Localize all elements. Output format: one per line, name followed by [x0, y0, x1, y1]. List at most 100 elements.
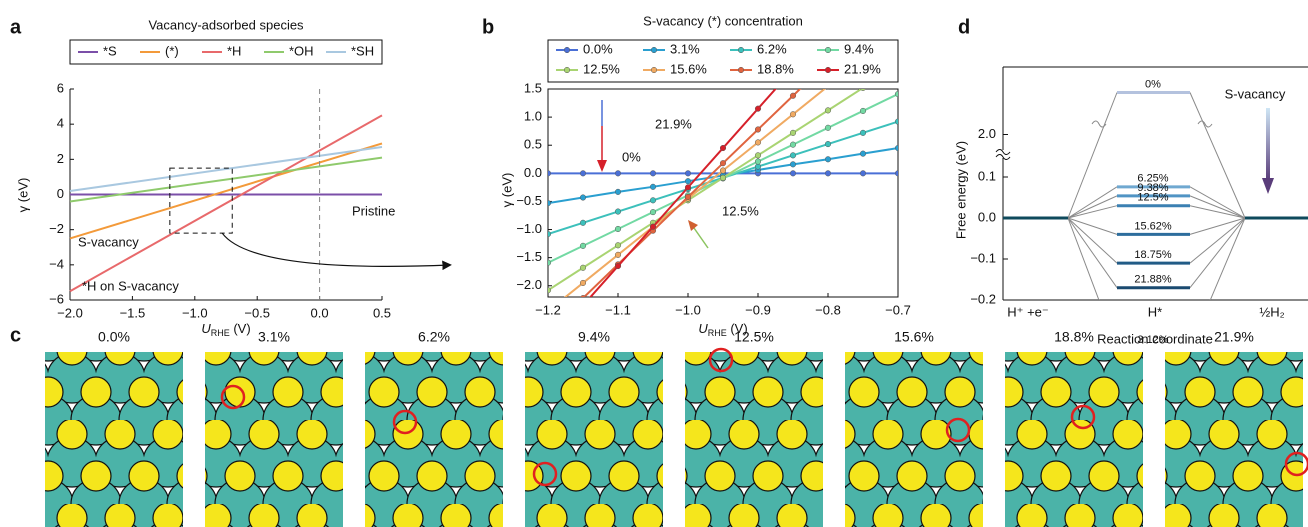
connector: [1067, 217, 1246, 235]
annotation: Pristine: [352, 203, 395, 218]
level-label: 9.38%: [1137, 182, 1168, 194]
y-tick-label: −2.0: [516, 277, 542, 292]
connector: [1067, 217, 1246, 300]
marker: [548, 287, 552, 294]
legend-marker: [563, 66, 571, 74]
vacancy-marker: [945, 417, 971, 443]
y-tick-label: 0.0: [978, 209, 996, 224]
legend-label: *OH: [289, 43, 314, 58]
marker: [719, 174, 727, 181]
marker: [754, 158, 762, 165]
level-label: 3.12%: [1137, 334, 1168, 346]
marker: [548, 200, 552, 207]
annotation: 12.5%: [722, 203, 759, 218]
panel-label: b: [482, 16, 494, 38]
structure-label: 21.9%: [1214, 329, 1254, 345]
connector: [1067, 217, 1246, 264]
y-tick-label: 1.0: [524, 109, 542, 124]
arrow-head: [597, 160, 607, 172]
y-tick-label: 4: [57, 116, 64, 131]
marker: [719, 160, 727, 167]
level-label: 15.62%: [1134, 220, 1172, 232]
series-line: [69, 156, 383, 203]
annotation: *H on S-vacancy: [82, 278, 179, 293]
level-label: 0%: [1145, 78, 1161, 90]
x-label-sub: RHE: [708, 328, 727, 338]
vacancy-marker: [532, 461, 558, 487]
marker: [824, 107, 832, 114]
series-line: [69, 142, 383, 240]
y-tick-label: 6: [57, 80, 64, 95]
x-axis-label: Reaction coordinate: [1097, 331, 1213, 346]
connector: [1067, 92, 1246, 219]
marker: [649, 223, 657, 230]
marker: [789, 141, 797, 148]
y-tick-label: −0.1: [970, 250, 996, 265]
marker: [548, 230, 552, 238]
marker: [789, 170, 797, 177]
y-tick-label: −1.5: [516, 249, 542, 264]
y-tick-label: −0.5: [516, 193, 542, 208]
legend-marker: [824, 46, 832, 54]
panel-label: d: [958, 16, 970, 38]
connector: [1067, 217, 1246, 289]
annotation: 21.9%: [655, 116, 692, 131]
marker: [614, 242, 622, 249]
marker: [894, 170, 898, 177]
marker: [824, 170, 832, 177]
annotation: S-vacancy: [1225, 86, 1286, 101]
y-tick-label: −4: [49, 256, 64, 271]
series-group: [69, 114, 383, 293]
axis-break: [1091, 120, 1213, 128]
x-tick-label: H*: [1148, 304, 1162, 319]
x-axis-label: URHE (V): [698, 321, 747, 338]
marker: [545, 329, 551, 335]
marker: [789, 152, 797, 159]
marker: [614, 251, 622, 258]
x-label-unit: (V): [727, 321, 748, 336]
marker: [580, 295, 586, 297]
marker: [548, 170, 552, 177]
series-line: [69, 146, 383, 192]
y-tick-label: 0.5: [524, 137, 542, 152]
structure-label: 6.2%: [418, 329, 450, 345]
y-tick-label: 1.5: [524, 80, 542, 95]
marker: [684, 170, 692, 177]
legend-marker: [737, 66, 745, 74]
arrow-shaft: [1266, 108, 1270, 180]
y-tick-label: −0.2: [970, 291, 996, 306]
marker: [859, 150, 867, 157]
marker: [894, 118, 898, 125]
connector: [1067, 195, 1246, 219]
legend-marker: [563, 46, 571, 54]
structure-label: 12.5%: [734, 329, 774, 345]
legend-marker: [650, 66, 658, 74]
x-label-main: U: [201, 321, 211, 336]
x-axis-label: URHE (V): [201, 321, 250, 338]
y-axis-label: Free energy (eV): [953, 141, 968, 239]
connector: [1067, 186, 1246, 219]
legend-label: 18.8%: [757, 61, 794, 76]
x-tick-label: ½H₂: [1259, 304, 1284, 319]
y-tick-label: −2: [49, 221, 64, 236]
marker: [789, 111, 797, 118]
panel-label: a: [10, 16, 22, 38]
marker: [894, 144, 898, 152]
y-axis-label: γ (eV): [15, 178, 30, 213]
vacancy-marker: [1284, 451, 1308, 477]
arrow-head: [1262, 178, 1274, 194]
marker: [649, 209, 657, 216]
x-tick-label: −0.8: [815, 302, 841, 317]
axis-break: [995, 149, 1011, 160]
chart-title: Vacancy-adsorbed species: [148, 17, 304, 32]
series-group: [545, 89, 898, 335]
vacancy-marker: [1070, 404, 1096, 430]
marker: [859, 107, 867, 114]
vacancy-marker: [392, 409, 418, 435]
level-label: 21.88%: [1134, 274, 1172, 286]
marker: [614, 188, 622, 195]
legend-label: 21.9%: [844, 61, 881, 76]
marker: [754, 163, 762, 170]
structure-image: [525, 352, 663, 527]
